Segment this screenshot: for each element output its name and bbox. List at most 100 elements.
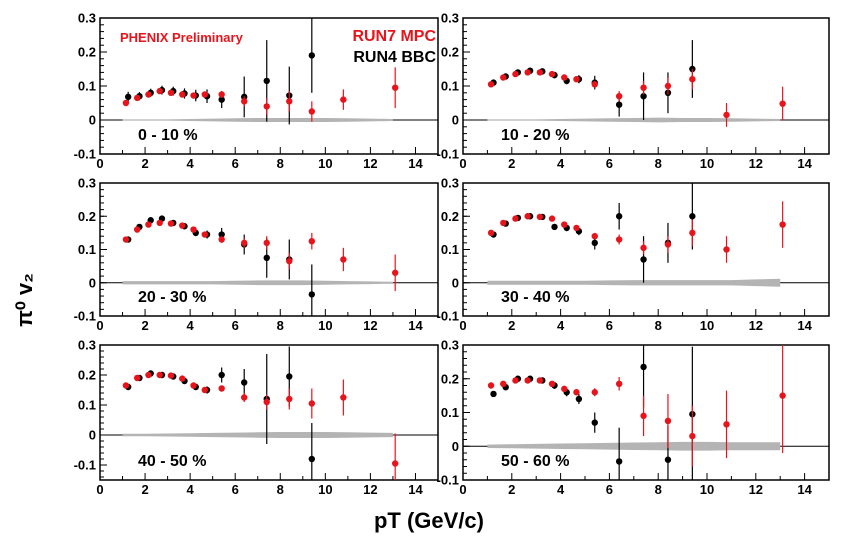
data-point <box>340 96 347 103</box>
data-point <box>591 419 598 426</box>
data-point <box>500 74 507 81</box>
data-point <box>490 390 497 398</box>
x-axis-label: pT (GeV/c) <box>374 508 484 533</box>
x-tick-label: 4 <box>187 318 195 333</box>
data-point <box>156 371 163 379</box>
data-point <box>190 226 197 233</box>
data-point <box>218 385 225 392</box>
x-tick-label: 4 <box>187 482 195 497</box>
data-point <box>561 74 568 81</box>
data-point <box>179 91 186 98</box>
x-tick-label: 6 <box>232 318 239 333</box>
y-tick-label: 0.1 <box>78 398 96 413</box>
y-tick-label: 0.3 <box>78 176 96 191</box>
x-tick-label: 4 <box>187 156 195 171</box>
data-point <box>156 87 163 95</box>
legend-run4: RUN4 BBC <box>353 49 436 66</box>
centrality-label: 0 - 10 % <box>138 127 198 144</box>
centrality-label: 20 - 30 % <box>138 289 206 306</box>
data-point <box>241 379 248 386</box>
data-point <box>218 371 225 379</box>
y-tick-label: 0.3 <box>78 338 96 353</box>
data-point <box>548 380 556 388</box>
x-tick-label: 12 <box>749 156 763 171</box>
data-point <box>122 99 130 107</box>
data-point <box>615 101 623 108</box>
y-tick-label: 0.3 <box>441 11 459 26</box>
x-tick-label: 2 <box>508 156 515 171</box>
systematic-band <box>122 432 393 438</box>
y-tick-label: -0.1 <box>74 458 96 473</box>
x-tick-label: 6 <box>232 482 239 497</box>
x-tick-label: 10 <box>700 156 714 171</box>
y-tick-label: 0.3 <box>441 338 459 353</box>
y-tick-label: 0.2 <box>441 209 459 224</box>
data-point <box>145 371 152 379</box>
centrality-label: 40 - 50 % <box>138 453 206 470</box>
data-point <box>308 108 316 115</box>
data-point <box>575 395 583 403</box>
centrality-label: 50 - 60 % <box>501 453 569 470</box>
data-point <box>167 372 175 379</box>
data-point <box>512 70 519 78</box>
data-point <box>308 455 316 463</box>
data-point <box>263 239 270 247</box>
data-point <box>286 98 293 105</box>
x-tick-label: 12 <box>749 318 763 333</box>
data-point <box>190 382 197 389</box>
data-point <box>500 380 507 388</box>
data-point <box>723 246 730 253</box>
y-tick-label: 0 <box>89 113 96 128</box>
y-tick-label: 0.3 <box>441 176 459 191</box>
data-point <box>664 417 672 425</box>
data-point <box>551 223 558 231</box>
y-tick-label: -0.1 <box>74 309 96 324</box>
y-tick-label: 0.2 <box>78 368 96 383</box>
data-point <box>487 382 495 389</box>
data-point <box>640 244 647 252</box>
data-point <box>218 91 225 98</box>
data-point <box>190 92 197 99</box>
data-point <box>779 392 786 399</box>
x-tick-label: 6 <box>606 318 613 333</box>
x-tick-label: 10 <box>700 318 714 333</box>
y-tick-label: -0.1 <box>74 147 96 162</box>
y-tick-label: 0.1 <box>441 242 459 257</box>
x-tick-label: 6 <box>606 482 613 497</box>
data-point <box>340 394 347 401</box>
systematic-band <box>487 278 781 287</box>
panel-0: 0 2 4 6 8 10 12 14-0.100.10.20.30 - 10 % <box>74 11 439 171</box>
x-tick-label: 8 <box>655 156 662 171</box>
data-point <box>615 93 623 100</box>
x-tick-label: 12 <box>363 318 377 333</box>
x-tick-label: 0 <box>459 318 466 333</box>
y-tick-label: 0 <box>452 439 459 454</box>
data-point <box>615 380 623 388</box>
centrality-label: 10 - 20 % <box>501 127 569 144</box>
x-tick-label: 0 <box>96 156 103 171</box>
data-point <box>167 220 175 227</box>
data-point <box>308 291 316 298</box>
data-point <box>263 77 270 85</box>
x-tick-label: 8 <box>277 482 284 497</box>
data-point <box>122 236 130 243</box>
systematic-band <box>122 117 393 123</box>
panel-3: 0 2 4 6 8 10 12 14-0.100.10.20.330 - 40 % <box>437 176 830 333</box>
data-point <box>536 69 544 76</box>
data-point <box>524 213 531 220</box>
data-point <box>664 82 672 90</box>
data-point <box>723 111 730 119</box>
x-tick-label: 2 <box>508 318 515 333</box>
data-point <box>218 231 225 238</box>
x-tick-label: 12 <box>749 482 763 497</box>
legend-run7: RUN7 MPC <box>352 28 436 45</box>
data-point <box>536 377 544 384</box>
x-tick-label: 12 <box>363 482 377 497</box>
x-tick-label: 4 <box>557 318 565 333</box>
y-tick-label: 0.1 <box>78 242 96 257</box>
systematic-band <box>487 117 781 123</box>
data-point <box>615 458 623 465</box>
data-point <box>391 84 399 91</box>
preliminary-label: PHENIX Preliminary <box>120 30 244 45</box>
y-tick-label: 0 <box>89 428 96 443</box>
